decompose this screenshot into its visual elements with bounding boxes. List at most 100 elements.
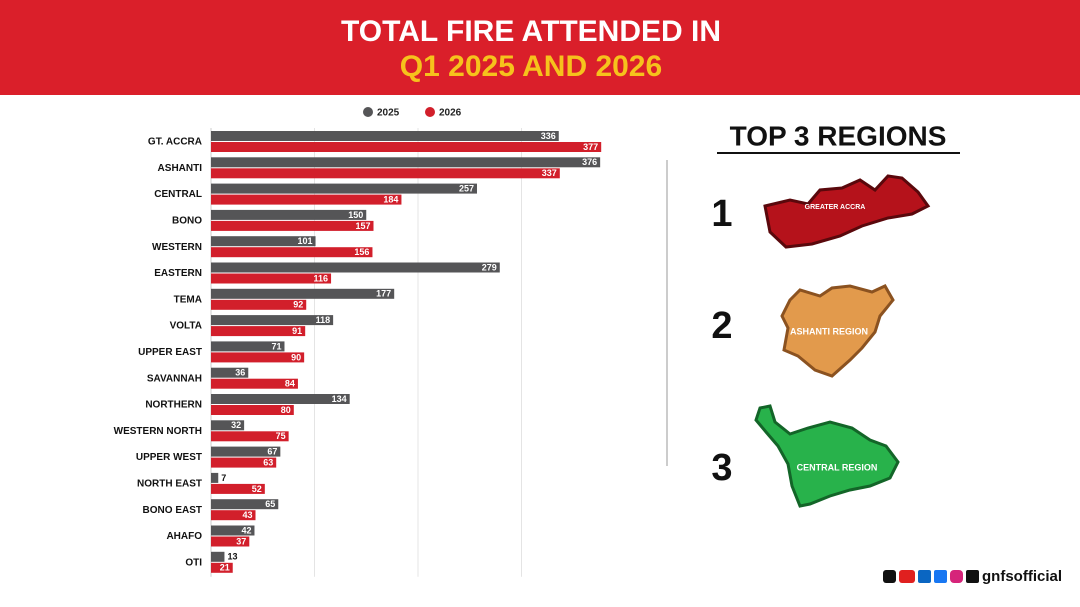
bar bbox=[211, 288, 395, 299]
bar bbox=[211, 142, 602, 152]
value-label: 101 bbox=[298, 236, 313, 246]
value-label: 156 bbox=[354, 247, 369, 257]
y-tick-label: TEMA bbox=[174, 294, 202, 305]
bar bbox=[211, 510, 256, 521]
social-icons bbox=[883, 570, 979, 583]
bar bbox=[211, 378, 298, 389]
panel-title: TOP 3 REGIONS bbox=[730, 120, 947, 151]
value-label: 134 bbox=[332, 394, 347, 404]
bar bbox=[211, 131, 559, 141]
value-label: 184 bbox=[383, 194, 398, 204]
rank: 3 bbox=[711, 447, 732, 489]
y-tick-label: NORTHERN bbox=[145, 400, 202, 411]
value-label: 21 bbox=[220, 563, 230, 573]
value-label: 376 bbox=[582, 157, 597, 167]
value-label: 150 bbox=[348, 210, 363, 220]
bar bbox=[211, 262, 500, 273]
value-label: 91 bbox=[292, 326, 302, 336]
bar bbox=[211, 299, 307, 310]
bar bbox=[211, 168, 560, 179]
value-label: 116 bbox=[314, 273, 329, 283]
bar bbox=[211, 183, 477, 194]
bar bbox=[211, 220, 374, 231]
y-tick-label: BONO bbox=[172, 216, 202, 227]
value-label: 32 bbox=[231, 420, 241, 430]
value-label: 80 bbox=[281, 405, 291, 415]
value-label: 177 bbox=[376, 289, 391, 299]
y-tick-label: OTI bbox=[185, 557, 202, 568]
legend-swatch bbox=[363, 107, 373, 117]
bar bbox=[211, 420, 245, 431]
value-label: 118 bbox=[316, 315, 331, 325]
value-label: 37 bbox=[236, 536, 246, 546]
region-label: GREATER ACCRA bbox=[805, 204, 866, 211]
legend-label: 2026 bbox=[439, 108, 462, 119]
bar bbox=[211, 326, 306, 337]
value-label: 7 bbox=[221, 473, 226, 483]
y-tick-label: CENTRAL bbox=[154, 189, 202, 200]
bar bbox=[211, 194, 402, 205]
bar bbox=[211, 562, 233, 573]
region-label: CENTRAL REGION bbox=[797, 462, 878, 472]
value-label: 52 bbox=[252, 484, 262, 494]
bar bbox=[211, 431, 289, 442]
y-tick-label: BONO EAST bbox=[143, 505, 202, 516]
chart-title: TOTAL FIRE ATTENDED IN bbox=[341, 15, 721, 48]
value-label: 92 bbox=[293, 300, 303, 310]
bar bbox=[211, 367, 249, 378]
value-label: 90 bbox=[291, 352, 301, 362]
value-label: 257 bbox=[459, 183, 474, 193]
bar bbox=[211, 457, 277, 468]
header-band bbox=[0, 0, 1080, 95]
y-tick-label: WESTERN NORTH bbox=[114, 426, 202, 437]
value-label: 337 bbox=[542, 168, 557, 178]
bar bbox=[211, 472, 219, 483]
y-tick-label: UPPER EAST bbox=[138, 347, 202, 358]
value-label: 279 bbox=[482, 262, 497, 272]
value-label: 42 bbox=[241, 525, 251, 535]
bar bbox=[211, 315, 334, 326]
value-label: 377 bbox=[583, 142, 598, 152]
legend-swatch bbox=[425, 107, 435, 117]
chart-subtitle: Q1 2025 AND 2026 bbox=[400, 50, 662, 83]
y-tick-label: SAVANNAH bbox=[147, 373, 202, 384]
value-label: 43 bbox=[242, 510, 252, 520]
rank: 2 bbox=[711, 305, 732, 347]
bar bbox=[211, 209, 367, 220]
bar bbox=[211, 446, 281, 457]
bar bbox=[211, 551, 225, 562]
footer-handle: gnfsofficial bbox=[982, 568, 1062, 585]
value-label: 13 bbox=[227, 552, 237, 562]
value-label: 36 bbox=[235, 368, 245, 378]
bar bbox=[211, 352, 305, 363]
value-label: 157 bbox=[355, 221, 370, 231]
bar bbox=[211, 405, 294, 415]
y-tick-label: AHAFO bbox=[166, 531, 202, 542]
map-central bbox=[754, 404, 900, 508]
bar bbox=[211, 525, 255, 536]
y-tick-label: EASTERN bbox=[154, 268, 202, 279]
bar bbox=[211, 157, 601, 168]
rank: 1 bbox=[711, 193, 732, 235]
value-label: 67 bbox=[267, 446, 277, 456]
y-tick-label: ASHANTI bbox=[158, 163, 203, 174]
y-tick-label: VOLTA bbox=[170, 321, 202, 332]
y-tick-label: GT. ACCRA bbox=[148, 137, 202, 148]
legend-label: 2025 bbox=[377, 108, 400, 119]
y-tick-label: WESTERN bbox=[152, 242, 202, 253]
bar bbox=[211, 394, 350, 404]
value-label: 75 bbox=[276, 431, 286, 441]
bar bbox=[211, 247, 373, 258]
value-label: 63 bbox=[263, 457, 273, 467]
bar bbox=[211, 341, 285, 352]
bar bbox=[211, 499, 279, 510]
region-label: ASHANTI REGION bbox=[790, 326, 868, 336]
map-ashanti bbox=[780, 284, 895, 378]
value-label: 336 bbox=[541, 131, 556, 141]
map-greater-accra bbox=[763, 174, 931, 249]
bar bbox=[211, 536, 250, 547]
y-tick-label: UPPER WEST bbox=[136, 452, 202, 463]
y-tick-label: NORTH EAST bbox=[137, 479, 202, 490]
bar bbox=[211, 483, 265, 494]
